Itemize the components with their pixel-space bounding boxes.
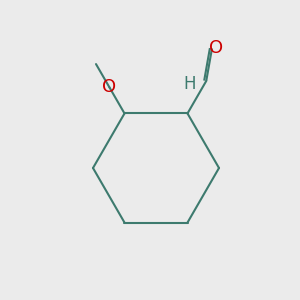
Text: H: H (184, 75, 196, 93)
Text: O: O (102, 79, 117, 97)
Text: O: O (208, 40, 223, 58)
